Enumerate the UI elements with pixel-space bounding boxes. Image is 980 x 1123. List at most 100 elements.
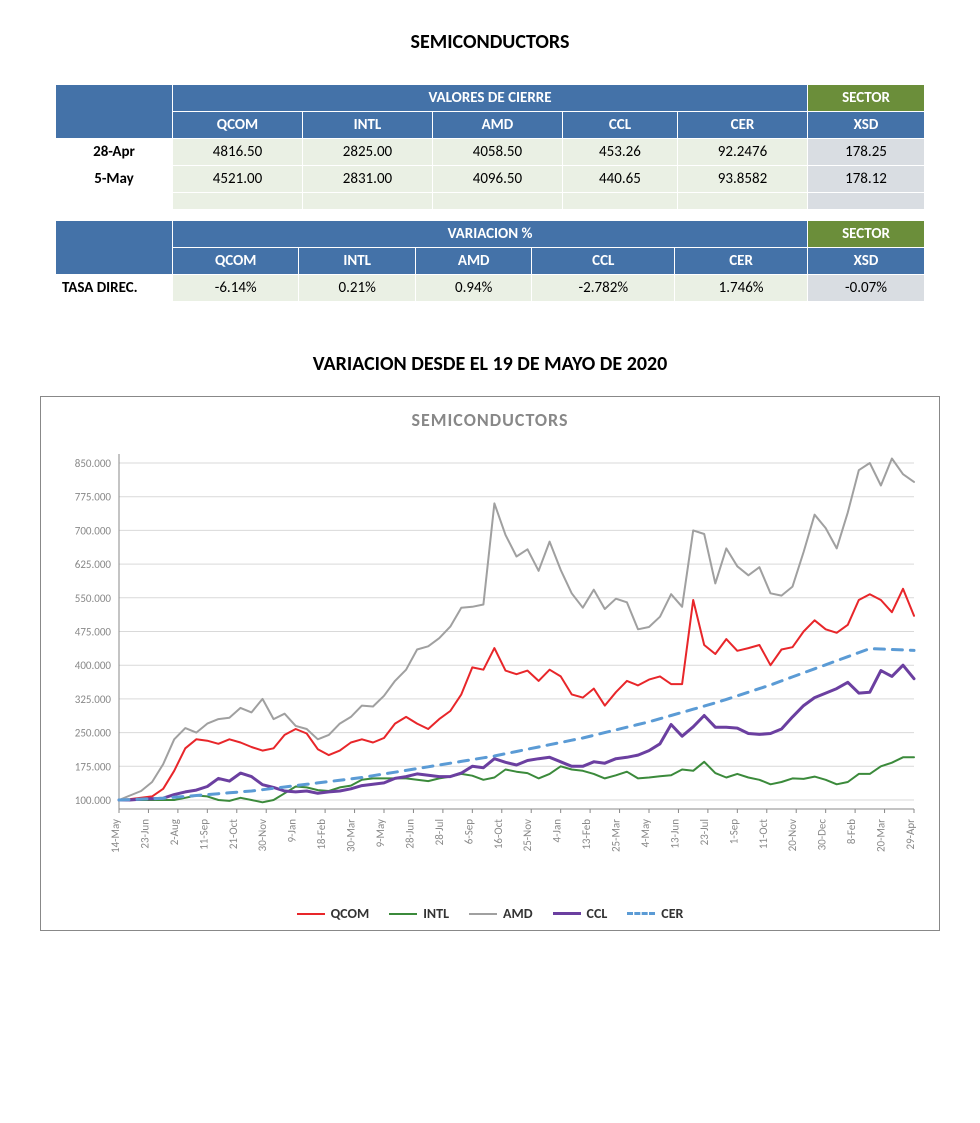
svg-text:475.000: 475.000	[75, 626, 112, 639]
legend-label: CCL	[587, 905, 608, 922]
svg-text:1-Sep: 1-Sep	[727, 819, 740, 844]
legend-item: CCL	[553, 905, 608, 922]
svg-text:250.000: 250.000	[75, 727, 112, 740]
row-label: 5-May	[56, 166, 173, 193]
svg-text:8-Feb: 8-Feb	[845, 819, 858, 844]
svg-text:400.000: 400.000	[75, 659, 112, 672]
svg-text:550.000: 550.000	[75, 592, 112, 605]
svg-text:100.000: 100.000	[75, 794, 112, 807]
col-header: QCOM	[173, 248, 299, 275]
variation-table: VARIACION % SECTOR QCOM INTL AMD CCL CER…	[55, 220, 925, 302]
section-subtitle: VARIACION DESDE EL 19 DE MAYO DE 2020	[20, 352, 960, 376]
svg-text:11-Sep: 11-Sep	[197, 819, 210, 850]
sector-cell: 178.25	[808, 139, 925, 166]
svg-text:23-Jul: 23-Jul	[698, 819, 711, 845]
col-header: AMD	[415, 248, 532, 275]
line-chart: 100.000 175.000 250.000 325.000 400.000 475.0…	[49, 439, 929, 899]
cell: 4096.50	[432, 166, 562, 193]
cell: 92.2476	[678, 139, 808, 166]
svg-text:18-Feb: 18-Feb	[315, 819, 328, 850]
legend-label: CER	[661, 905, 683, 922]
svg-text:850.000: 850.000	[75, 457, 112, 470]
legend-line-icon	[469, 913, 497, 915]
svg-text:20-Nov: 20-Nov	[786, 819, 799, 851]
col-header: INTL	[302, 112, 432, 139]
cell: 4521.00	[173, 166, 303, 193]
svg-text:16-Oct: 16-Oct	[492, 819, 505, 849]
table-column-headers: QCOM INTL AMD CCL CER XSD	[56, 112, 925, 139]
svg-text:13-Feb: 13-Feb	[580, 819, 593, 850]
svg-text:30-Dec: 30-Dec	[816, 819, 829, 851]
col-header: CER	[675, 248, 808, 275]
cell: 1.746%	[675, 275, 808, 302]
legend-item: INTL	[389, 905, 449, 922]
svg-text:13-Jun: 13-Jun	[668, 819, 681, 849]
sector-cell: -0.07%	[808, 275, 925, 302]
line-chart-container: SEMICONDUCTORS 100.000 175.000 250.000 325.…	[40, 396, 940, 931]
table-row: 5-May 4521.00 2831.00 4096.50 440.65 93.…	[56, 166, 925, 193]
svg-text:25-Nov: 25-Nov	[521, 819, 534, 851]
row-label: TASA DIREC.	[56, 275, 173, 302]
svg-text:20-Mar: 20-Mar	[875, 819, 888, 852]
cell: 2831.00	[302, 166, 432, 193]
sector-header-label: SECTOR	[808, 221, 925, 248]
svg-text:21-Oct: 21-Oct	[227, 819, 240, 849]
col-header: INTL	[299, 248, 416, 275]
svg-text:700.000: 700.000	[75, 524, 112, 537]
svg-text:30-Mar: 30-Mar	[345, 819, 358, 852]
chart-title: SEMICONDUCTORS	[49, 409, 931, 431]
cell: 4816.50	[173, 139, 303, 166]
col-header: AMD	[432, 112, 562, 139]
legend-label: AMD	[503, 905, 533, 922]
svg-text:28-Jun: 28-Jun	[403, 819, 416, 849]
legend-label: INTL	[423, 905, 449, 922]
closing-values-table: VALORES DE CIERRE SECTOR QCOM INTL AMD C…	[55, 84, 925, 210]
sector-cell: 178.12	[808, 166, 925, 193]
sector-header-label: SECTOR	[808, 85, 925, 112]
svg-text:29-Apr: 29-Apr	[904, 819, 917, 850]
table-super-header: VARIACION % SECTOR	[56, 221, 925, 248]
page-title: SEMICONDUCTORS	[20, 30, 960, 54]
svg-text:9-May: 9-May	[374, 819, 387, 847]
svg-text:175.000: 175.000	[75, 760, 112, 773]
cell: -2.782%	[532, 275, 675, 302]
col-header: CER	[678, 112, 808, 139]
legend-label: QCOM	[331, 905, 370, 922]
chart-legend: QCOM INTL AMD CCL CER	[49, 905, 931, 922]
table-super-header: VALORES DE CIERRE SECTOR	[56, 85, 925, 112]
cell: 440.65	[562, 166, 677, 193]
blank-header	[56, 85, 173, 139]
svg-text:14-May: 14-May	[109, 819, 122, 853]
svg-text:775.000: 775.000	[75, 491, 112, 504]
cell: 93.8582	[678, 166, 808, 193]
svg-text:30-Nov: 30-Nov	[256, 819, 269, 851]
row-label: 28-Apr	[56, 139, 173, 166]
blank-header	[56, 221, 173, 275]
sector-col-header: XSD	[808, 112, 925, 139]
svg-text:4-Jan: 4-Jan	[551, 819, 564, 843]
svg-text:2-Aug: 2-Aug	[168, 819, 181, 845]
table-row: TASA DIREC. -6.14% 0.21% 0.94% -2.782% 1…	[56, 275, 925, 302]
cell: 453.26	[562, 139, 677, 166]
table-row: 28-Apr 4816.50 2825.00 4058.50 453.26 92…	[56, 139, 925, 166]
svg-text:23-Jun: 23-Jun	[138, 819, 151, 849]
legend-line-icon	[553, 912, 581, 915]
super-header-cell: VARIACION %	[173, 221, 808, 248]
svg-text:9-Jan: 9-Jan	[286, 819, 299, 843]
svg-text:28-Jul: 28-Jul	[433, 819, 446, 845]
sector-col-header: XSD	[808, 248, 925, 275]
spacer-row	[56, 193, 925, 210]
col-header: QCOM	[173, 112, 303, 139]
cell: 4058.50	[432, 139, 562, 166]
super-header-cell: VALORES DE CIERRE	[173, 85, 808, 112]
legend-item: QCOM	[297, 905, 370, 922]
svg-text:6-Sep: 6-Sep	[462, 819, 475, 844]
svg-text:625.000: 625.000	[75, 558, 112, 571]
legend-item: AMD	[469, 905, 533, 922]
legend-item: CER	[627, 905, 683, 922]
svg-text:325.000: 325.000	[75, 693, 112, 706]
svg-text:4-May: 4-May	[639, 819, 652, 847]
cell: 2825.00	[302, 139, 432, 166]
cell: 0.21%	[299, 275, 416, 302]
col-header: CCL	[562, 112, 677, 139]
